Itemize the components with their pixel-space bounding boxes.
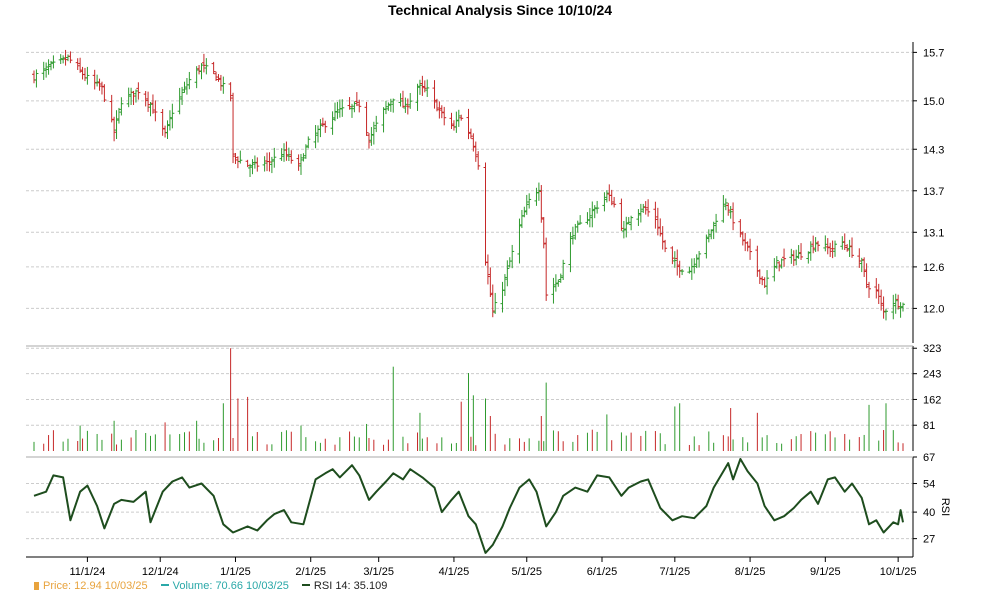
- rsi-tick-label: 27: [923, 534, 935, 546]
- price-tick-label: 13.7: [923, 186, 944, 198]
- volume-tick-label: 81: [923, 420, 935, 432]
- x-axis: 11/1/24 12/1/24 1/1/25 2/1/25 3/1/25 4/1/25 5/…: [26, 556, 917, 578]
- legend: Price: 12.94 10/03/25 Volume: 70.66 10/0…: [34, 580, 397, 592]
- legend-rsi: RSI 14: 35.109: [301, 580, 388, 592]
- rsi-tick-label: 54: [923, 479, 935, 491]
- x-tick-label: 8/1/25: [735, 566, 766, 578]
- x-tick-label: 5/1/25: [511, 566, 542, 578]
- price-tick-label: 12.6: [923, 262, 944, 274]
- price-panel: 15.7 15.0 14.3 13.7 13.1 12.6 12.0: [26, 42, 944, 343]
- rsi-tick-label: 40: [923, 507, 935, 519]
- price-tick-label: 15.0: [923, 96, 944, 108]
- rsi-axis-label: RSI: [939, 498, 951, 516]
- price-legend-swatch: [34, 582, 39, 590]
- x-tick-label: 9/1/25: [810, 566, 841, 578]
- x-tick-label: 10/1/25: [880, 566, 917, 578]
- x-tick-label: 11/1/24: [69, 566, 105, 578]
- volume-tick-label: 243: [923, 369, 941, 381]
- price-tick-label: 12.0: [923, 303, 944, 315]
- legend-rsi-text: RSI 14: 35.109: [313, 580, 388, 592]
- x-tick-label: 4/1/25: [439, 566, 470, 578]
- rsi-panel: 67 54 40 27 RSI: [26, 452, 951, 557]
- legend-volume: Volume: 70.66 10/03/25: [160, 580, 292, 592]
- price-tick-label: 14.3: [923, 144, 944, 156]
- volume-legend-swatch: [160, 584, 169, 586]
- x-tick-label: 3/1/25: [363, 566, 394, 578]
- x-tick-label: 12/1/24: [142, 566, 179, 578]
- price-tick-label: 15.7: [923, 47, 944, 59]
- volume-tick-label: 162: [923, 394, 941, 406]
- volume-tick-label: 323: [923, 343, 941, 355]
- legend-price: Price: 12.94 10/03/25: [34, 580, 151, 592]
- legend-price-text: Price: 12.94 10/03/25: [43, 580, 148, 592]
- chart-title: Technical Analysis Since 10/10/24: [387, 2, 613, 18]
- rsi-legend-swatch: [301, 584, 310, 586]
- legend-volume-text: Volume: 70.66 10/03/25: [172, 580, 289, 592]
- price-tick-label: 13.1: [923, 227, 944, 239]
- x-tick-label: 1/1/25: [220, 566, 251, 578]
- volume-panel: 323 243 162 81: [26, 343, 941, 451]
- rsi-tick-label: 67: [923, 452, 935, 464]
- x-tick-label: 7/1/25: [660, 566, 691, 578]
- x-tick-label: 2/1/25: [295, 566, 326, 578]
- rsi-line: [33, 458, 904, 554]
- x-tick-label: 6/1/25: [587, 566, 618, 578]
